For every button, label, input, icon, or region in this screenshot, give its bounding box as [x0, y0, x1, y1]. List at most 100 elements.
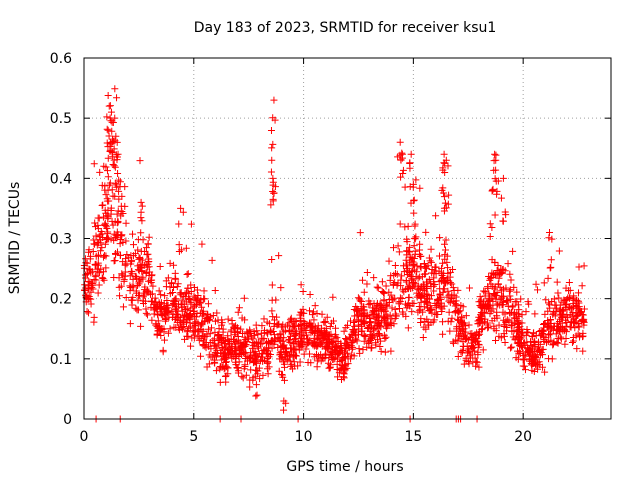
data-point	[228, 317, 236, 325]
data-point	[307, 320, 315, 328]
data-point	[142, 269, 150, 277]
data-point	[366, 327, 374, 335]
data-point	[246, 352, 254, 360]
data-point	[487, 273, 495, 281]
data-point	[144, 240, 152, 248]
data-point	[238, 342, 246, 350]
data-point	[421, 317, 429, 325]
data-point-peak	[440, 207, 448, 215]
data-point	[143, 311, 151, 319]
data-point	[338, 356, 346, 364]
data-point	[166, 325, 174, 333]
data-point	[381, 307, 389, 315]
data-point-peak	[486, 233, 494, 241]
data-point	[318, 331, 326, 339]
data-point	[452, 336, 460, 344]
data-point	[224, 364, 232, 372]
data-point	[527, 357, 535, 365]
data-point	[460, 360, 468, 368]
data-point-peak	[409, 180, 417, 188]
data-point	[198, 240, 206, 248]
data-point	[488, 317, 496, 325]
data-point-peak	[411, 220, 419, 228]
data-point-peak	[489, 185, 497, 193]
data-point	[362, 333, 370, 341]
data-point	[182, 298, 190, 306]
data-point	[122, 237, 130, 245]
data-point	[103, 224, 111, 232]
data-point	[443, 293, 451, 301]
data-point	[377, 337, 385, 345]
data-point	[234, 308, 242, 316]
data-point	[252, 381, 260, 389]
data-point	[446, 299, 454, 307]
data-point	[427, 282, 435, 290]
data-point	[419, 334, 427, 342]
data-point	[184, 270, 192, 278]
data-point	[515, 349, 523, 357]
data-point	[191, 283, 199, 291]
data-point	[575, 323, 583, 331]
data-point	[232, 346, 240, 354]
data-point	[377, 323, 385, 331]
data-point	[190, 292, 198, 300]
data-point	[544, 323, 552, 331]
data-point	[161, 292, 169, 300]
data-point	[509, 333, 517, 341]
data-point	[425, 254, 433, 262]
data-point	[250, 340, 258, 348]
data-point	[578, 282, 586, 290]
data-point	[473, 329, 481, 337]
data-point	[122, 255, 130, 263]
data-point	[201, 318, 209, 326]
data-point	[521, 366, 529, 374]
data-point	[497, 287, 505, 295]
data-point	[131, 250, 139, 258]
data-point	[134, 246, 142, 254]
data-point	[374, 284, 382, 292]
data-point	[153, 302, 161, 310]
data-point	[204, 325, 212, 333]
data-point	[486, 275, 494, 283]
data-point	[375, 317, 383, 325]
data-point	[268, 307, 276, 315]
data-point	[241, 361, 249, 369]
data-point-peak	[111, 114, 119, 122]
data-point	[225, 341, 233, 349]
data-point-peak	[113, 138, 121, 146]
data-point	[296, 358, 304, 366]
data-point	[207, 345, 215, 353]
data-point	[242, 371, 250, 379]
data-point	[337, 344, 345, 352]
data-point	[327, 319, 335, 327]
data-point	[279, 323, 287, 331]
data-point	[579, 347, 587, 355]
data-point	[107, 204, 115, 212]
data-point	[356, 229, 364, 237]
data-point	[121, 272, 129, 280]
data-point	[405, 269, 413, 277]
data-point	[508, 303, 516, 311]
data-point	[392, 312, 400, 320]
data-point	[118, 192, 126, 200]
data-point-peak	[115, 187, 123, 195]
data-point	[153, 330, 161, 338]
data-point	[518, 325, 526, 333]
data-point	[489, 297, 497, 305]
data-point	[382, 300, 390, 308]
data-point	[96, 231, 104, 239]
data-point	[129, 230, 137, 238]
data-point	[435, 278, 443, 286]
data-point	[114, 207, 122, 215]
data-point	[306, 336, 314, 344]
data-point	[411, 235, 419, 243]
data-point	[187, 288, 195, 296]
data-point	[81, 271, 89, 279]
data-point	[580, 262, 588, 270]
data-point	[315, 339, 323, 347]
data-point	[376, 342, 384, 350]
data-point	[201, 295, 209, 303]
data-point	[494, 300, 502, 308]
data-point	[219, 325, 227, 333]
data-point	[356, 349, 364, 357]
